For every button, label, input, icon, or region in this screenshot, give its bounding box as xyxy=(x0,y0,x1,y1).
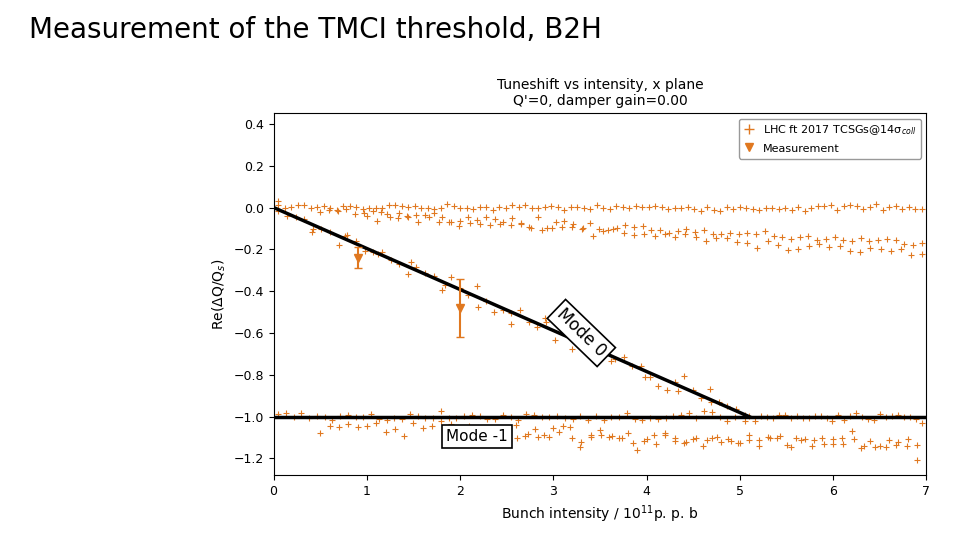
Y-axis label: Re(ΔQ/Q$_s$): Re(ΔQ/Q$_s$) xyxy=(210,259,228,330)
X-axis label: Bunch intensity / 10$^{11}$p. p. b: Bunch intensity / 10$^{11}$p. p. b xyxy=(501,503,699,525)
Title: Tuneshift vs intensity, x plane
Q'=0, damper gain=0.00: Tuneshift vs intensity, x plane Q'=0, da… xyxy=(496,78,704,108)
Text: Mode 0: Mode 0 xyxy=(553,305,610,361)
Legend: LHC ft 2017 TCSGs@14σ$_{coll}$, Measurement: LHC ft 2017 TCSGs@14σ$_{coll}$, Measurem… xyxy=(738,119,921,159)
Text: TMCI in LHC and HL-LHC: TMCI in LHC and HL-LHC xyxy=(403,516,557,529)
Text: Measurement of the TMCI threshold, B2H: Measurement of the TMCI threshold, B2H xyxy=(29,16,602,44)
Text: 2018-07-24: 2018-07-24 xyxy=(10,516,83,529)
Text: Mode -1: Mode -1 xyxy=(446,429,508,444)
Text: 15: 15 xyxy=(934,516,950,529)
